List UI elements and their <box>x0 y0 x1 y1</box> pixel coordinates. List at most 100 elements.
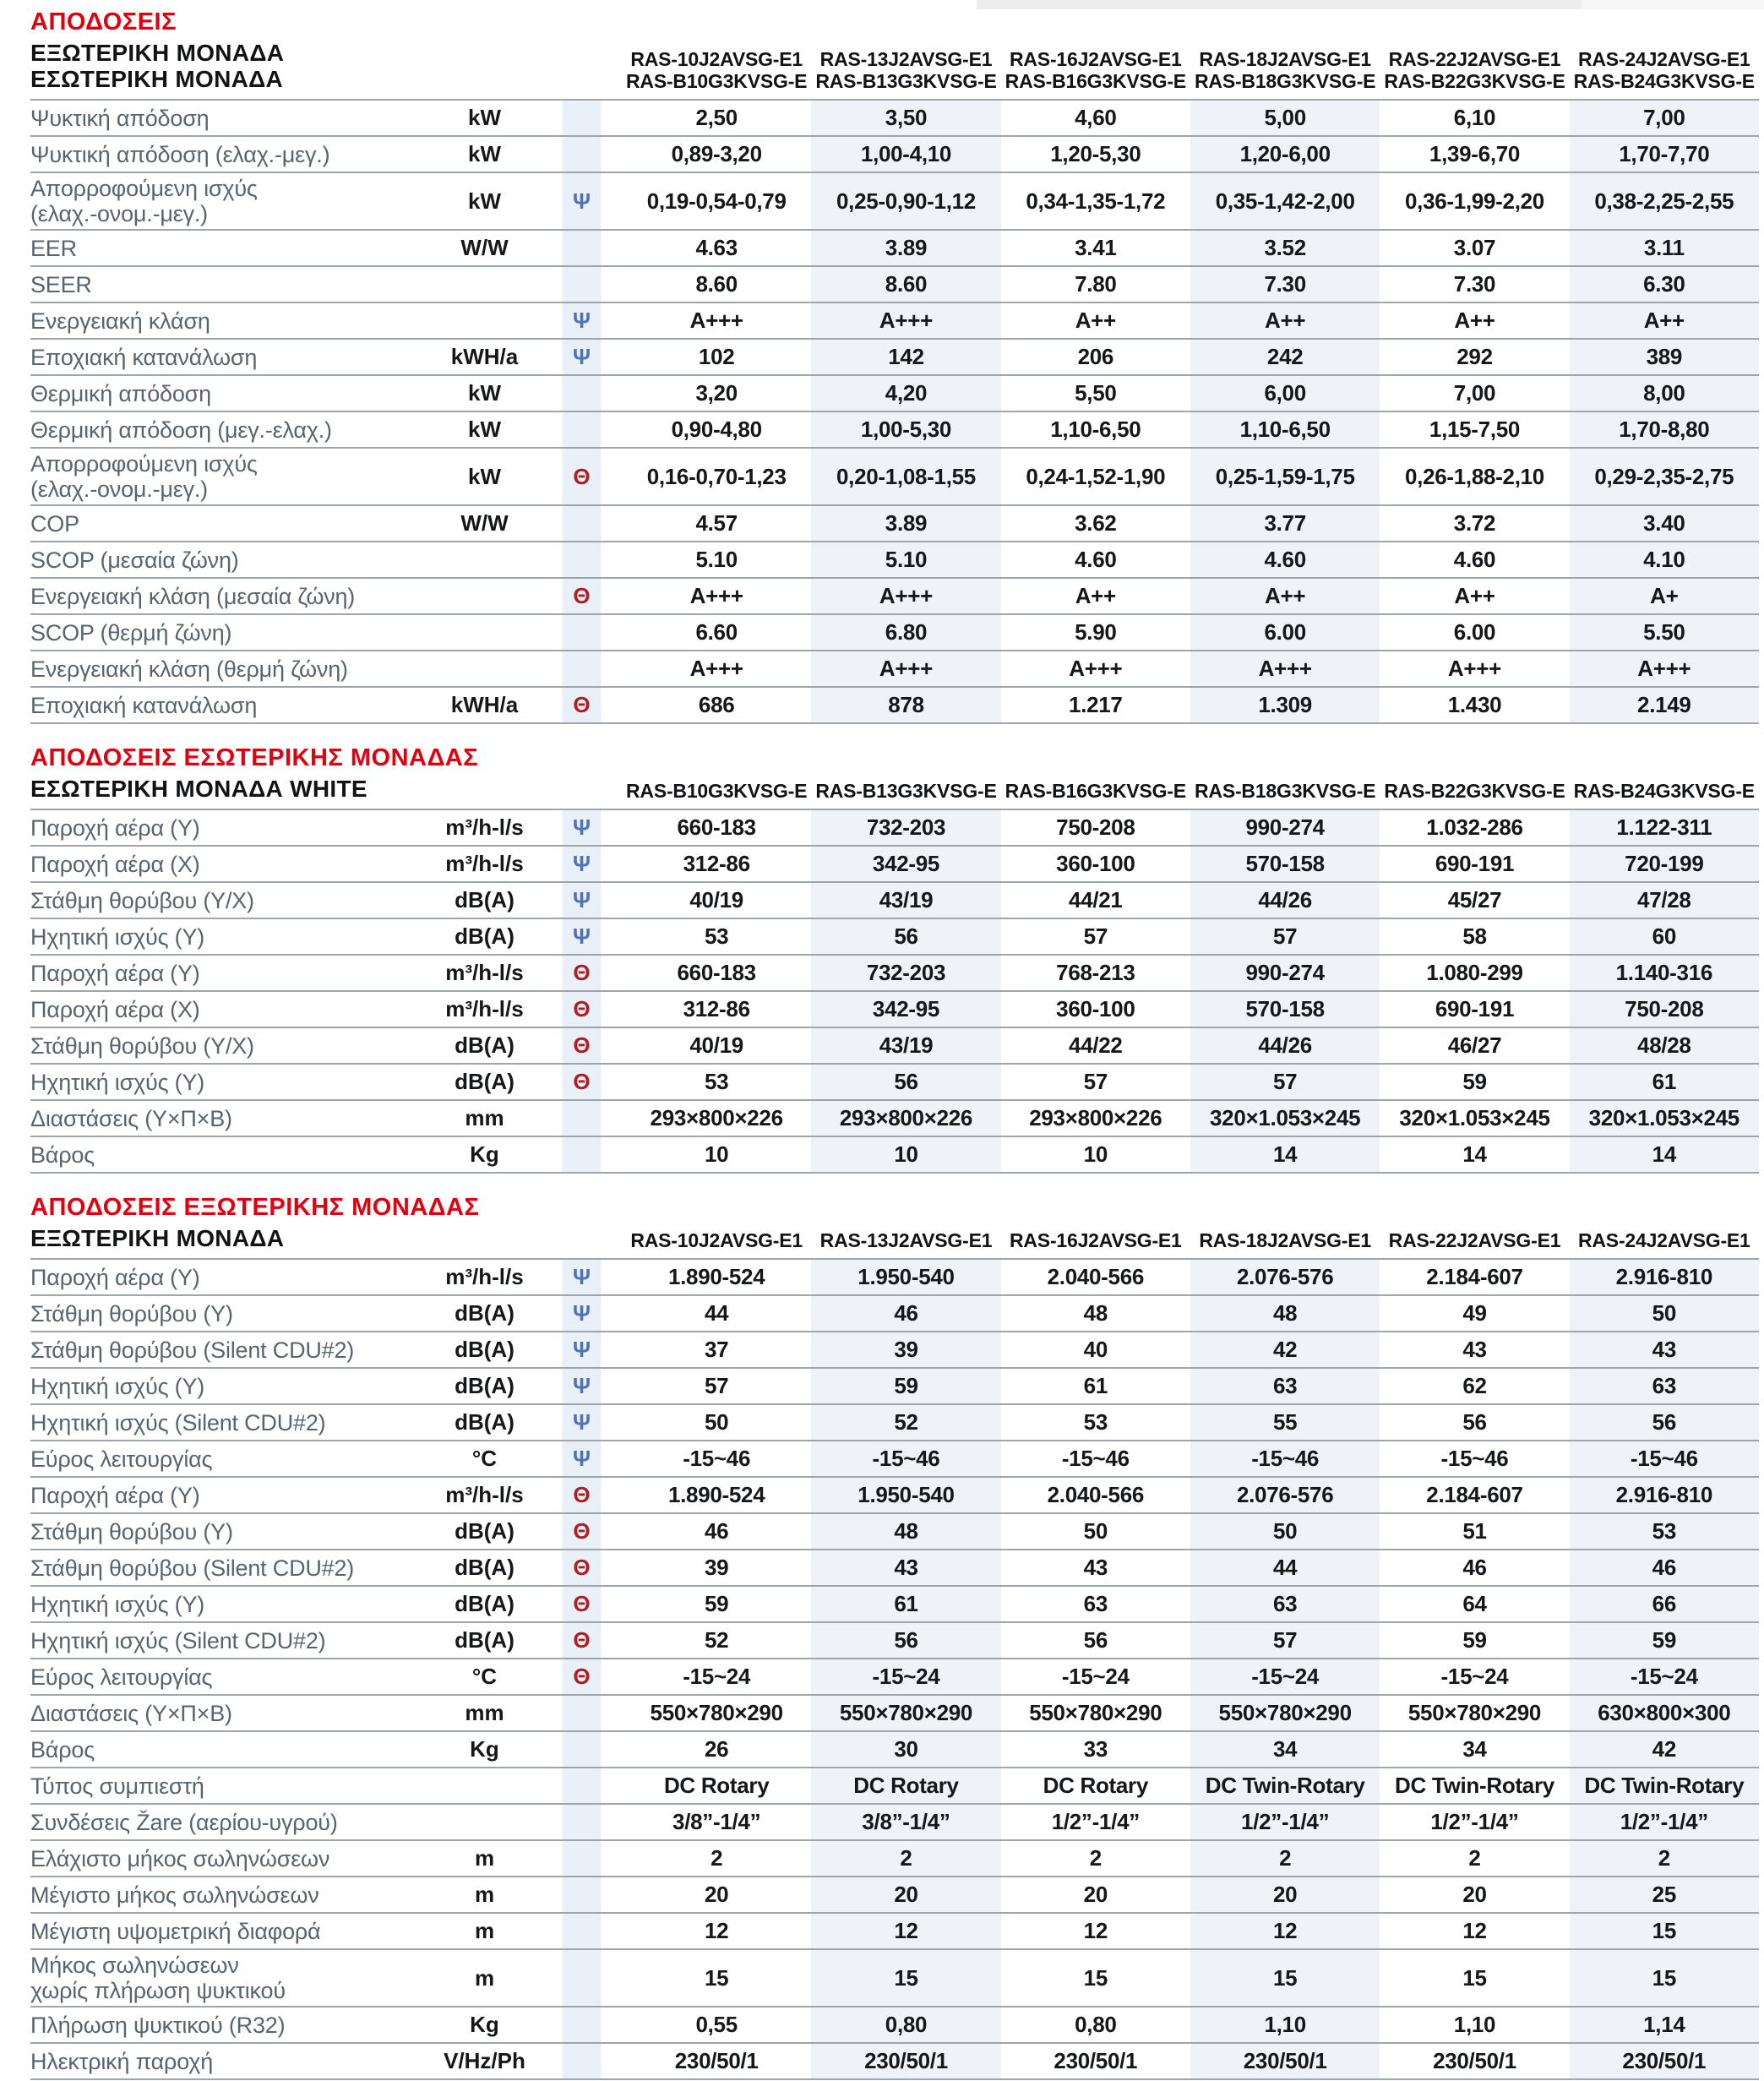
spec-value: 56 <box>811 919 1001 954</box>
spec-value: 39 <box>811 1332 1001 1367</box>
mode-symbol <box>542 2044 622 2078</box>
spec-value: 550×780×290 <box>1190 1696 1380 1730</box>
spec-value: 2 <box>811 1841 1001 1876</box>
row-label: Στάθμη θορύβου (Y/X) <box>30 1032 254 1059</box>
spec-value: 60 <box>1569 919 1759 954</box>
spec-value: 6.30 <box>1569 267 1759 302</box>
spec-row: Ηχητική ισχύς (Y) dB(A) Θ 53 56 57 57 59 61 <box>30 1065 1759 1101</box>
table-header: ΕΞΩΤΕΡΙΚΗ ΜΟΝΑΔΑ RAS-10J2AVSG-E1 RAS-13J… <box>30 1225 1759 1258</box>
spec-value: 570-158 <box>1190 992 1380 1027</box>
row-label: SCOP (μεσαία ζώνη) <box>30 547 239 573</box>
spec-value: -15~24 <box>1061 1664 1130 1689</box>
mode-symbol <box>542 1732 622 1767</box>
spec-value: 15 <box>1083 1964 1108 1991</box>
spec-value: 7.30 <box>1453 271 1496 297</box>
spec-value: 0,16-0,70-1,23 <box>646 463 787 489</box>
spec-value: 15 <box>1569 1950 1759 2006</box>
spec-value: 3/8”-1/4” <box>672 1809 761 1834</box>
spec-value: 6,10 <box>1453 105 1496 130</box>
row-unit: kW <box>468 141 501 166</box>
model-header: RAS-B24G3KVSG-E <box>1570 780 1759 802</box>
row-label: Ηχητική ισχύς (Y) <box>30 1591 205 1617</box>
spec-value: 312-86 <box>683 996 750 1021</box>
row-unit: Kg <box>470 2012 499 2037</box>
mode-symbol: Θ <box>542 1514 622 1549</box>
spec-value: 1,15-7,50 <box>1429 417 1521 442</box>
mode-symbol: Θ <box>542 992 622 1027</box>
row-unit: kWH/a <box>450 692 519 717</box>
mode-symbol <box>542 1805 622 1839</box>
unit-subtitle: ΕΞΩΤΕΡΙΚΗ ΜΟΝΑΔΑ <box>30 1225 622 1251</box>
row-label: Ηχητική ισχύς (Y) <box>30 923 205 950</box>
spec-value: 6.00 <box>1190 615 1380 650</box>
spec-value: 0,24-1,52-1,90 <box>1026 463 1166 489</box>
row-label: Παροχή αέρα (Y) <box>30 1482 200 1508</box>
spec-value: 44/22 <box>1069 1032 1123 1058</box>
spec-value: 58 <box>1462 923 1487 949</box>
spec-value: 3.62 <box>1075 510 1117 536</box>
spec-value: 206 <box>1077 344 1114 369</box>
mode-symbol: Θ <box>542 579 622 613</box>
spec-row: Τύπος συμπιεστή DC Rotary DC Rotary DC Rot… <box>30 1768 1759 1805</box>
spec-row: Θερμική απόδοση kW 3,20 4,20 5,50 6,00 7,00 8… <box>30 376 1759 412</box>
spec-value: 2.040-566 <box>1047 1264 1145 1289</box>
spec-row: Στάθμη θορύβου (Y) dB(A) Θ 46 48 50 50 51 53 <box>30 1514 1759 1550</box>
spec-value: 49 <box>1462 1300 1487 1326</box>
spec-value: 14 <box>1190 1137 1380 1172</box>
spec-value: 5,50 <box>1075 380 1117 406</box>
mode-symbol <box>542 2007 622 2042</box>
spec-value: 20 <box>1190 1877 1380 1912</box>
section-title: ΑΠΟΔΟΣΕΙΣ ΕΞΩΤΕΡΙΚΗΣ ΜΟΝΑΔΑΣ <box>30 1194 480 1221</box>
mode-symbol: Ψ <box>542 303 622 338</box>
spec-value: -15~46 <box>1440 1446 1509 1471</box>
model-name: RAS-10J2AVSG-E1 <box>630 1229 803 1251</box>
row-unit: kW <box>468 105 501 130</box>
spec-value: 1.950-540 <box>811 1260 1001 1294</box>
spec-row: Ηλεκτρική παροχή V/Hz/Ph 230/50/1 230/50/… <box>30 2044 1759 2080</box>
spec-row: Ηχητική ισχύς (Silent CDU#2) dB(A) Θ 52 5… <box>30 1623 1759 1659</box>
spec-value: 2 <box>1089 1845 1102 1871</box>
spec-value: 1/2”-1/4” <box>1190 1805 1380 1839</box>
spec-value: 720-199 <box>1569 847 1759 881</box>
row-unit: m <box>474 1918 495 1943</box>
spec-value: 686 <box>698 692 735 717</box>
spec-value: 1/2”-1/4” <box>1569 1805 1759 1839</box>
spec-row: Ψυκτική απόδοση kW 2,50 3,50 4,60 5,00 6,10 7… <box>30 101 1759 137</box>
mode-symbol: Ψ <box>542 847 622 881</box>
row-unit: dB(A) <box>455 1627 514 1653</box>
spec-value: 53 <box>705 1069 729 1094</box>
spec-value: 10 <box>1083 1141 1108 1167</box>
row-unit: m³/h-l/s <box>445 851 524 876</box>
spec-value: 12 <box>1462 1918 1487 1943</box>
spec-value: 43/19 <box>811 1028 1001 1063</box>
spec-value: 14 <box>1462 1141 1487 1167</box>
spec-value: 2 <box>1190 1841 1380 1876</box>
spec-value: 34 <box>1190 1732 1380 1767</box>
spec-value: A+++ <box>811 579 1001 613</box>
model-header: RAS-22J2AVSG-E1 <box>1380 1229 1569 1251</box>
spec-value: 4.60 <box>1075 547 1117 572</box>
spec-value: 3.77 <box>1190 506 1380 541</box>
row-unit: m³/h-l/s <box>445 960 524 985</box>
spec-row: SEER 8.60 8.60 7.80 7.30 7.30 6.30 <box>30 267 1759 303</box>
spec-value: DC Twin-Rotary <box>1190 1768 1380 1803</box>
row-unit: dB(A) <box>455 1591 514 1616</box>
spec-value: 1.950-540 <box>811 1478 1001 1512</box>
row-unit: Kg <box>470 1736 499 1762</box>
spec-value: A++ <box>1454 583 1495 608</box>
spec-value: 44 <box>1190 1550 1380 1585</box>
mode-symbol <box>542 1841 622 1876</box>
spec-value: 44/26 <box>1190 883 1380 918</box>
spec-value: 57 <box>1083 923 1108 949</box>
spec-value: 56 <box>811 1065 1001 1099</box>
model-name: RAS-18J2AVSG-E1 <box>1199 48 1371 70</box>
row-label: Ηχητική ισχύς (Y) <box>30 1069 205 1095</box>
spec-value: 62 <box>1462 1373 1487 1398</box>
spec-value: -15~46 <box>1061 1446 1130 1471</box>
spec-row: Στάθμη θορύβου (Y) dB(A) Ψ 44 46 48 48 49 50 <box>30 1296 1759 1332</box>
spec-value: -15~46 <box>1569 1441 1759 1476</box>
row-label: Βάρος <box>30 1141 95 1168</box>
mode-symbol: Ψ <box>542 173 622 229</box>
spec-value: 15 <box>705 1964 729 1991</box>
row-label: Απορροφούμενη ισχύς (ελαχ.-ονομ.-μεγ.) <box>30 176 258 226</box>
